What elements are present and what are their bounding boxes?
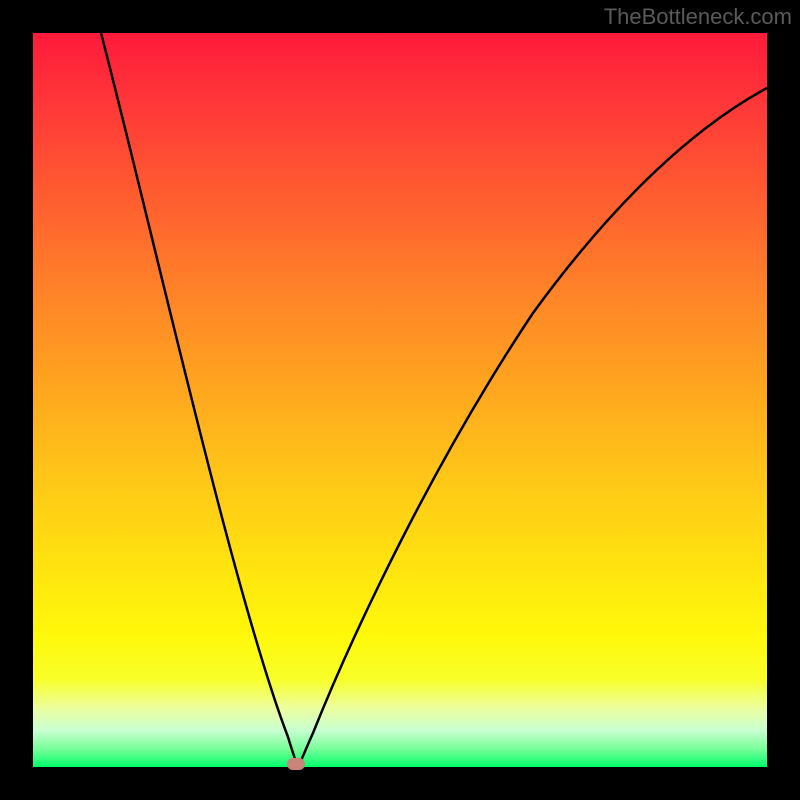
plot-area bbox=[33, 33, 767, 767]
optimum-marker bbox=[287, 758, 305, 770]
watermark-label: TheBottleneck.com bbox=[604, 4, 792, 29]
chart-container: TheBottleneck.com bbox=[0, 0, 800, 800]
watermark-text: TheBottleneck.com bbox=[604, 4, 792, 30]
bottleneck-curve bbox=[33, 33, 767, 767]
